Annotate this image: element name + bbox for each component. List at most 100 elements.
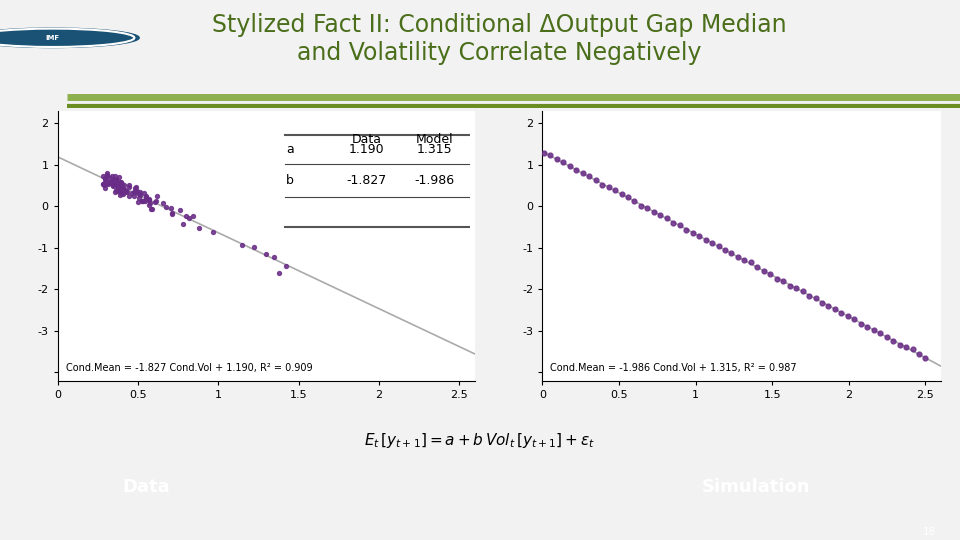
Point: [158, 202, 174, 211]
Point: [258, 250, 275, 259]
Point: [112, 181, 128, 190]
Point: [762, 269, 778, 278]
Point: [99, 168, 114, 177]
Point: [121, 191, 136, 200]
Point: [121, 181, 136, 190]
Point: [131, 198, 146, 207]
Point: [134, 197, 150, 206]
Point: [788, 284, 804, 292]
Text: Data: Data: [123, 478, 170, 496]
Point: [148, 197, 163, 206]
Point: [138, 192, 154, 200]
Point: [879, 332, 895, 341]
Point: [138, 193, 154, 201]
Point: [108, 178, 124, 187]
Point: [698, 235, 713, 244]
Point: [137, 197, 153, 205]
Text: -1.986: -1.986: [415, 174, 454, 187]
Point: [100, 171, 115, 180]
Point: [918, 353, 933, 362]
Point: [802, 291, 817, 300]
Circle shape: [0, 28, 139, 48]
Point: [107, 179, 122, 188]
Point: [118, 186, 133, 195]
Point: [833, 309, 849, 318]
Point: [885, 336, 900, 345]
Point: [95, 180, 110, 188]
Point: [103, 173, 118, 182]
Point: [105, 177, 120, 186]
Point: [97, 174, 112, 183]
Point: [181, 214, 197, 222]
Point: [795, 286, 810, 295]
Point: [582, 172, 597, 180]
Text: Model: Model: [416, 133, 453, 146]
Point: [128, 183, 143, 191]
Point: [853, 319, 869, 328]
Point: [136, 189, 152, 198]
Point: [164, 208, 180, 217]
Point: [905, 345, 921, 353]
Point: [126, 192, 141, 200]
Point: [102, 178, 117, 187]
Point: [646, 208, 661, 217]
Point: [743, 258, 758, 267]
Text: -1.827: -1.827: [347, 174, 387, 187]
Point: [114, 180, 130, 188]
Point: [96, 181, 111, 190]
Point: [736, 256, 752, 265]
Point: [164, 209, 180, 218]
Point: [111, 184, 127, 192]
Point: [724, 248, 739, 257]
Point: [110, 187, 126, 195]
Text: $E_t\,[y_{t+1}] = a + b\,Vol_t\,[y_{t+1}] + \varepsilon_t$: $E_t\,[y_{t+1}] = a + b\,Vol_t\,[y_{t+1}…: [365, 430, 595, 450]
Point: [116, 185, 132, 194]
Point: [108, 187, 123, 196]
Point: [717, 246, 732, 254]
Point: [840, 312, 855, 321]
Point: [542, 150, 558, 159]
Point: [134, 197, 150, 205]
Point: [105, 171, 120, 180]
Point: [98, 175, 113, 184]
Point: [99, 179, 114, 188]
Point: [112, 190, 128, 199]
Point: [660, 214, 675, 222]
Point: [119, 187, 134, 196]
Point: [911, 349, 926, 358]
Point: [179, 212, 194, 220]
Point: [776, 277, 791, 286]
Point: [899, 342, 914, 351]
Point: [110, 182, 126, 191]
Point: [808, 293, 824, 302]
Point: [691, 232, 707, 240]
Point: [114, 186, 130, 195]
Point: [111, 172, 127, 181]
Point: [113, 188, 129, 197]
Text: 18: 18: [923, 528, 936, 537]
Point: [272, 268, 287, 277]
Text: 1.190: 1.190: [348, 143, 384, 156]
Point: [150, 192, 165, 200]
Point: [267, 252, 282, 261]
Point: [859, 322, 875, 331]
Point: [135, 196, 151, 205]
Point: [104, 177, 119, 185]
Point: [112, 186, 128, 195]
Point: [608, 186, 623, 194]
Point: [892, 340, 907, 349]
Point: [163, 204, 179, 213]
Point: [113, 182, 129, 191]
Point: [828, 305, 843, 313]
Point: [148, 198, 163, 206]
Point: [143, 205, 158, 213]
Point: [97, 178, 112, 186]
Point: [96, 172, 111, 180]
Point: [769, 274, 784, 283]
Point: [185, 212, 201, 220]
Point: [117, 186, 132, 195]
Point: [176, 220, 191, 228]
Point: [246, 242, 261, 251]
Point: [537, 148, 552, 157]
Point: [141, 194, 156, 203]
